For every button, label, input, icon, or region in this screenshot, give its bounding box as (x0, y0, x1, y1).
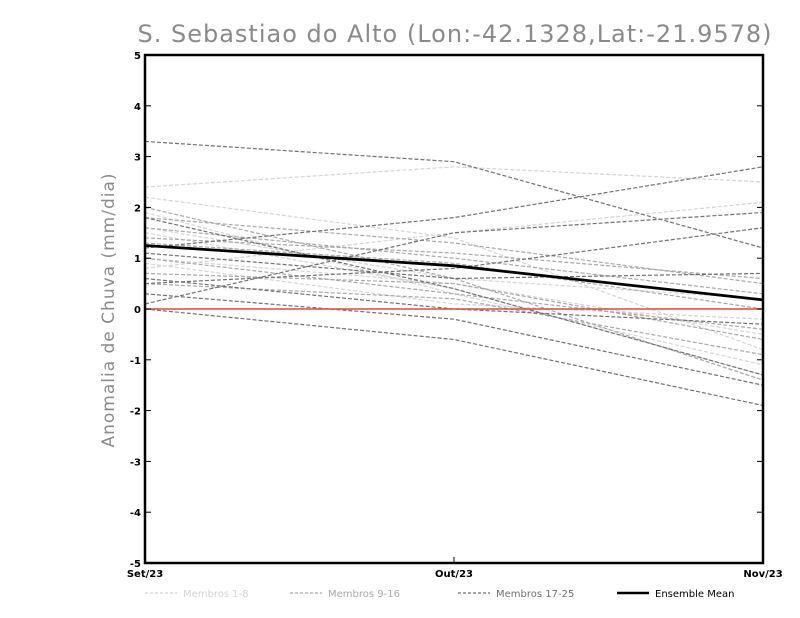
member-line-group-3-3 (144, 227, 764, 285)
y-axis-label: Anomalia de Chuva (mm/dia) (99, 172, 119, 447)
member-line-group-3-7 (144, 217, 764, 376)
member-line-group-1-1 (144, 166, 764, 188)
y-tick-label: 1 (134, 254, 141, 265)
y-tick-label: -2 (130, 407, 141, 418)
member-line-group-2-6 (144, 206, 764, 381)
member-line-group-2-4 (144, 272, 764, 341)
member-line-group-3-5 (144, 293, 764, 386)
x-tick-label: Out/23 (435, 569, 473, 580)
x-tick-label: Nov/23 (743, 569, 782, 580)
y-tick-label: -5 (130, 559, 141, 570)
member-line-group-3-9 (144, 252, 764, 280)
member-line-group-3-1 (144, 140, 764, 249)
member-line-group-3-8 (144, 277, 764, 325)
member-line-group-2-8 (144, 237, 764, 280)
y-tick-label: -4 (130, 508, 141, 519)
y-tick-label: 5 (134, 51, 141, 62)
ensemble-mean-line (144, 244, 764, 302)
member-line-group-3-6 (144, 308, 764, 407)
legend-label: Membros 9-16 (328, 589, 400, 600)
plot-lines (144, 140, 764, 407)
member-line-group-3-2 (144, 166, 764, 249)
y-tick-label: -3 (130, 457, 141, 468)
legend-label: Membros 1-8 (183, 589, 249, 600)
y-tick-label: 0 (134, 305, 141, 316)
member-line-group-2-3 (144, 257, 764, 330)
member-line-group-2-2 (144, 242, 764, 310)
member-line-group-3-4 (144, 211, 764, 305)
legend-label: Ensemble Mean (655, 589, 734, 600)
ensemble-mean-layer (144, 244, 764, 302)
y-axis-ticks: -5 -4 -3 -2 -1 0 1 2 3 4 5 (130, 51, 763, 570)
member-line-group-1-2 (144, 196, 764, 351)
y-tick-label: -1 (130, 356, 141, 367)
member-line-group-1-7 (144, 227, 764, 300)
legend-label: Membros 17-25 (496, 589, 574, 600)
y-tick-label: 3 (134, 153, 141, 164)
chart-title: S. Sebastiao do Alto (Lon:-42.1328,Lat:-… (137, 20, 772, 48)
member-line-group-1-5 (144, 201, 764, 269)
x-axis-ticks: Set/23 Out/23 Nov/23 (127, 557, 783, 580)
member-line-group-1-6 (144, 232, 764, 376)
y-tick-label: 2 (134, 203, 141, 214)
legend: Membros 1-8 Membros 9-16 Membros 17-25 Ense… (145, 589, 734, 600)
x-tick-label: Set/23 (127, 569, 163, 580)
member-line-group-1-3 (144, 211, 764, 366)
y-tick-label: 4 (134, 102, 141, 113)
